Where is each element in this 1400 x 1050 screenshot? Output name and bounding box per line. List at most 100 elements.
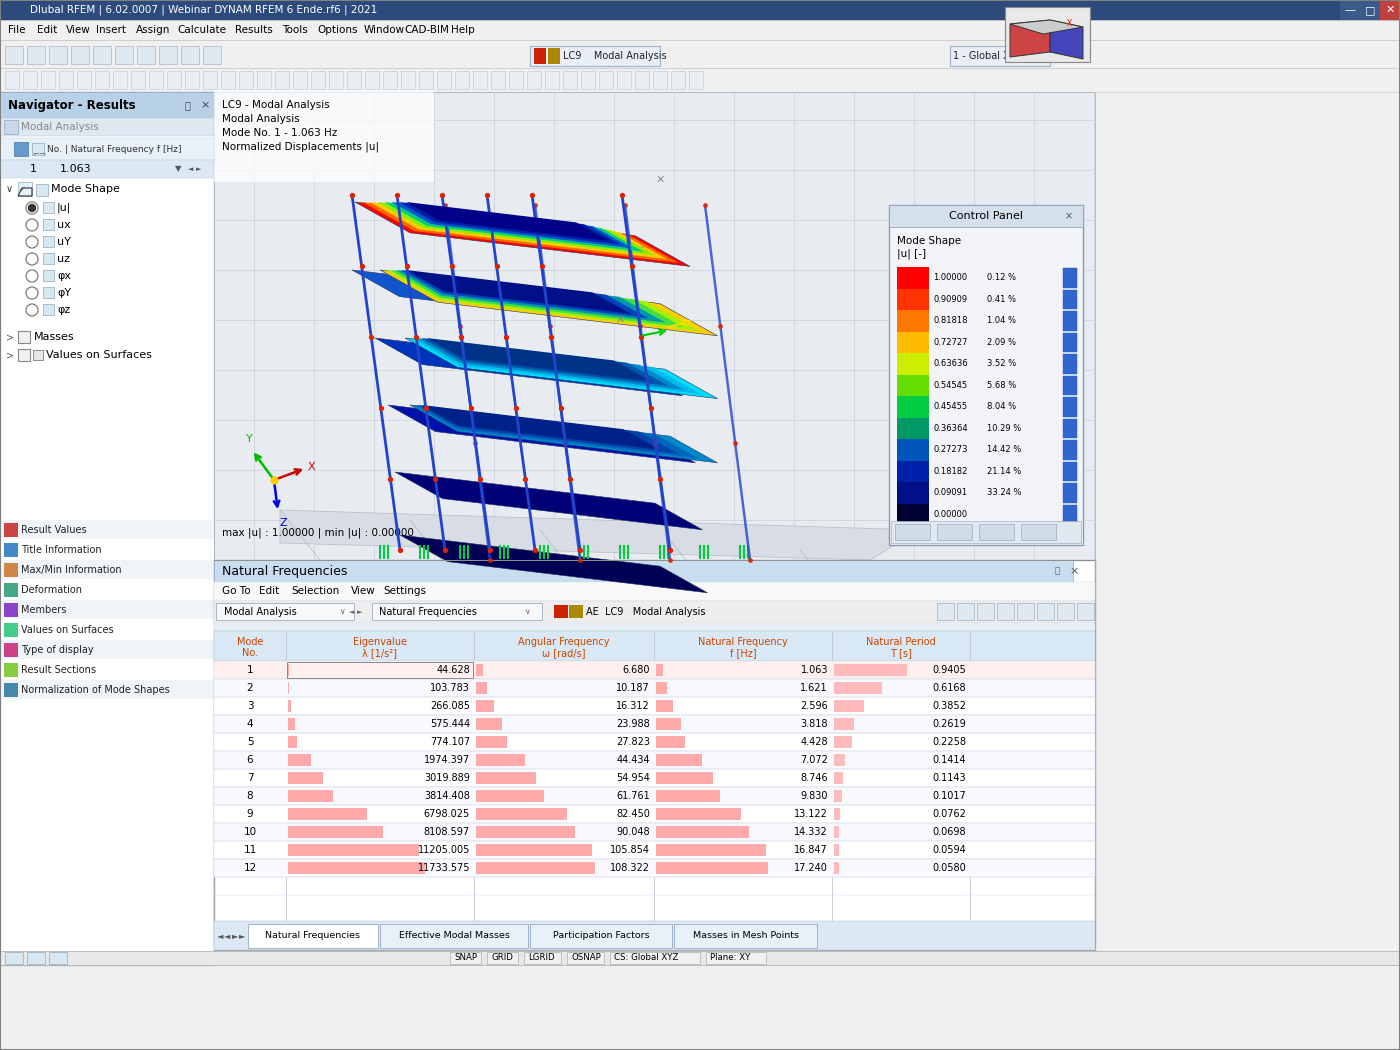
- Polygon shape: [363, 202, 679, 262]
- Bar: [937, 524, 972, 540]
- Bar: [657, 790, 720, 802]
- Text: 0.27273: 0.27273: [932, 445, 967, 455]
- Text: Members: Members: [21, 605, 66, 615]
- Bar: [0, 40, 1400, 68]
- Bar: [0, 160, 214, 178]
- Bar: [476, 682, 487, 694]
- Bar: [288, 844, 419, 856]
- Text: Result Sections: Result Sections: [21, 665, 97, 675]
- Text: >: >: [6, 350, 14, 360]
- Bar: [288, 862, 424, 874]
- Text: Calculate: Calculate: [178, 25, 227, 35]
- Bar: [834, 772, 843, 784]
- Polygon shape: [406, 202, 609, 242]
- Bar: [657, 772, 713, 784]
- Text: Z: Z: [280, 518, 287, 528]
- Bar: [476, 700, 494, 712]
- Bar: [214, 733, 1095, 751]
- Text: 0.6168: 0.6168: [932, 682, 966, 693]
- Text: 0.81818: 0.81818: [932, 316, 967, 326]
- Text: LC9    Modal Analysis: LC9 Modal Analysis: [563, 51, 666, 61]
- Bar: [0, 118, 214, 136]
- Bar: [657, 754, 701, 766]
- Text: ▼: ▼: [175, 165, 182, 173]
- Text: 54.954: 54.954: [616, 773, 650, 783]
- Text: |u| [-]: |u| [-]: [897, 249, 927, 259]
- Bar: [419, 71, 433, 89]
- Text: No.: No.: [242, 648, 258, 658]
- Bar: [49, 46, 67, 64]
- Bar: [476, 808, 567, 820]
- Text: Mode Shape: Mode Shape: [50, 184, 120, 194]
- Bar: [214, 921, 1095, 950]
- Text: 3019.889: 3019.889: [424, 773, 470, 783]
- Bar: [32, 143, 43, 155]
- Bar: [897, 310, 930, 332]
- Bar: [4, 682, 18, 697]
- Text: Type of display: Type of display: [21, 645, 94, 655]
- Bar: [0, 0, 1400, 20]
- Bar: [214, 582, 1095, 601]
- Bar: [4, 643, 18, 657]
- Bar: [510, 71, 524, 89]
- Text: 10: 10: [244, 827, 256, 837]
- Text: 774.107: 774.107: [430, 737, 470, 747]
- Bar: [347, 71, 361, 89]
- Text: Results: Results: [235, 25, 273, 35]
- Text: —: —: [1344, 5, 1355, 15]
- Text: Options: Options: [316, 25, 357, 35]
- Polygon shape: [377, 202, 655, 255]
- Bar: [1016, 603, 1035, 620]
- Bar: [1063, 290, 1077, 309]
- Text: 0.63636: 0.63636: [932, 359, 967, 369]
- Text: -X: -X: [1065, 20, 1074, 28]
- Text: uz: uz: [57, 254, 70, 264]
- Bar: [937, 603, 953, 620]
- Bar: [214, 751, 1095, 769]
- Bar: [214, 601, 1095, 623]
- Text: Participation Factors: Participation Factors: [553, 931, 650, 941]
- Text: max |u| : 1.00000 | min |u| : 0.00000: max |u| : 1.00000 | min |u| : 0.00000: [223, 528, 414, 539]
- Polygon shape: [385, 270, 700, 332]
- Text: ◄: ◄: [349, 609, 354, 615]
- Polygon shape: [410, 405, 717, 463]
- Text: 1: 1: [246, 665, 253, 675]
- Bar: [889, 205, 1084, 227]
- Bar: [834, 700, 864, 712]
- Bar: [43, 253, 55, 264]
- Text: ✕: ✕: [1386, 5, 1394, 15]
- Text: ✕: ✕: [655, 175, 665, 185]
- Bar: [214, 92, 1095, 560]
- Bar: [288, 700, 291, 712]
- Text: CAD-BIM: CAD-BIM: [405, 25, 449, 35]
- Text: 0.0762: 0.0762: [932, 808, 966, 819]
- Bar: [288, 808, 367, 820]
- Bar: [476, 754, 525, 766]
- Text: 0.90909: 0.90909: [932, 295, 967, 303]
- Text: Natural Period: Natural Period: [867, 637, 935, 647]
- Bar: [567, 952, 605, 964]
- Bar: [372, 603, 542, 620]
- Text: 6798.025: 6798.025: [424, 808, 470, 819]
- Text: Angular Frequency: Angular Frequency: [518, 637, 610, 647]
- Bar: [115, 46, 133, 64]
- Text: Normalization of Mode Shapes: Normalization of Mode Shapes: [21, 685, 169, 695]
- Bar: [473, 71, 487, 89]
- Bar: [274, 71, 288, 89]
- Bar: [1380, 0, 1400, 20]
- Bar: [49, 952, 67, 964]
- Text: 0.3852: 0.3852: [932, 701, 966, 711]
- Polygon shape: [1050, 20, 1084, 59]
- Text: 3.52 %: 3.52 %: [987, 359, 1016, 369]
- Text: 12: 12: [244, 863, 256, 873]
- Bar: [476, 826, 575, 838]
- Bar: [834, 736, 851, 748]
- Text: ×: ×: [1070, 566, 1078, 576]
- Polygon shape: [1009, 20, 1050, 57]
- Bar: [4, 523, 18, 537]
- Text: 16.847: 16.847: [794, 845, 827, 855]
- Text: Masses in Mesh Points: Masses in Mesh Points: [693, 931, 798, 941]
- Bar: [36, 184, 48, 196]
- Text: LGRID: LGRID: [528, 953, 554, 963]
- Circle shape: [27, 202, 38, 214]
